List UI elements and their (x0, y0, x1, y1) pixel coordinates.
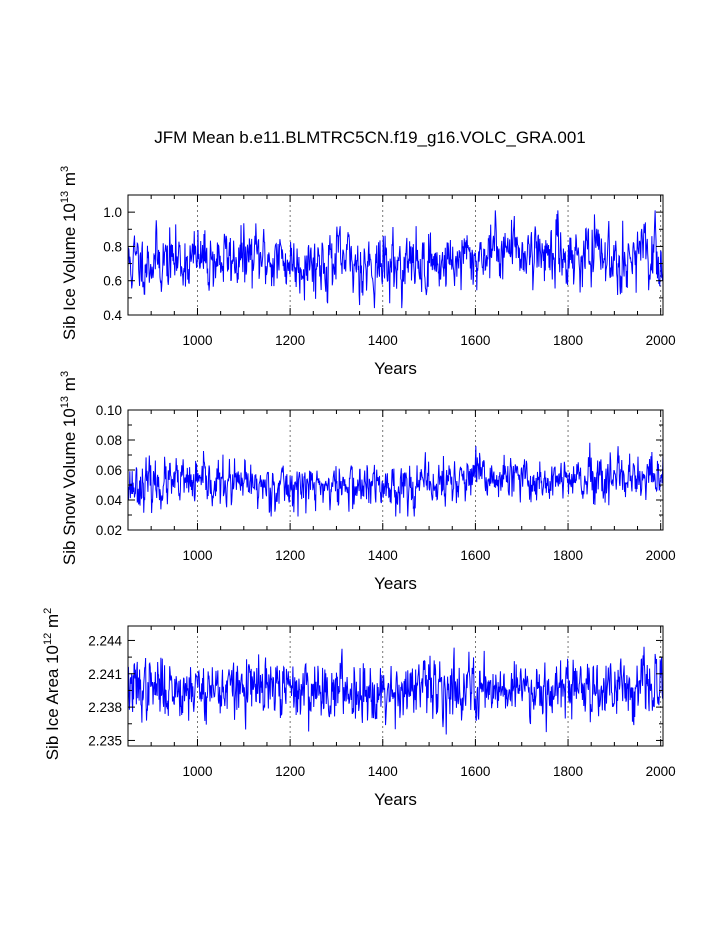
panel-sib-ice-area: 1000 1200 1400 1600 1800 2000 2.235 2.238 2.241… (42, 608, 676, 809)
x-tick-label: 1200 (275, 333, 305, 348)
x-tick-label: 1000 (182, 333, 212, 348)
y-tick-label: 1.0 (103, 205, 122, 220)
x-axis-label: Years (374, 574, 417, 593)
x-tick-label: 1800 (553, 764, 583, 779)
x-tick-label: 1600 (460, 333, 490, 348)
y-tick-label: 0.10 (96, 403, 122, 418)
x-tick-label: 2000 (646, 764, 676, 779)
y-tick-label: 0.08 (96, 433, 122, 448)
x-tick-label: 1000 (182, 764, 212, 779)
y-tick-label: 0.06 (96, 463, 122, 478)
x-tick-label: 1800 (553, 333, 583, 348)
x-tick-label: 1400 (368, 764, 398, 779)
plot-frame (127, 625, 664, 747)
x-tick-label: 1200 (275, 548, 305, 563)
panel-sib-ice-volume: 1000 1200 1400 1600 1800 2000 0.4 0.6 0.8 1.0 Ye… (59, 166, 676, 378)
y-tick-label: 2.244 (88, 633, 122, 648)
y-tick-label: 0.4 (103, 308, 122, 323)
x-tick-label: 2000 (646, 333, 676, 348)
x-axis-label: Years (374, 790, 417, 809)
y-tick-label: 0.6 (103, 274, 122, 289)
x-tick-label: 2000 (646, 548, 676, 563)
series-line-sib-ice-volume (127, 210, 664, 309)
x-tick-label: 1000 (182, 548, 212, 563)
y-axis-label: Sib Ice Volume 1013 m3 (59, 166, 79, 340)
y-tick-label: 0.02 (96, 523, 122, 538)
y-tick-label: 2.235 (88, 733, 122, 748)
y-tick-label: 0.04 (96, 493, 123, 508)
y-tick-label: 0.8 (103, 239, 122, 254)
x-axis-label: Years (374, 359, 417, 378)
series-line-sib-ice-area (127, 646, 664, 735)
x-tick-label: 1600 (460, 548, 490, 563)
y-axis-label: Sib Snow Volume 1013 m3 (59, 371, 79, 565)
panel-sib-snow-volume: 1000 1200 1400 1600 1800 2000 0.02 0.04 0.06 0.0… (59, 371, 676, 593)
chart-title: JFM Mean b.e11.BLMTRC5CN.f19_g16.VOLC_GR… (154, 128, 586, 147)
series-line-sib-snow-volume (127, 442, 664, 517)
y-tick-label: 2.238 (88, 700, 122, 715)
x-tick-label: 1200 (275, 764, 305, 779)
plot-frame (127, 194, 664, 316)
x-tick-label: 1800 (553, 548, 583, 563)
x-tick-label: 1400 (368, 333, 398, 348)
y-tick-label: 2.241 (88, 667, 122, 682)
x-tick-label: 1600 (460, 764, 490, 779)
x-tick-label: 1400 (368, 548, 398, 563)
y-axis-label: Sib Ice Area 1012 m2 (42, 608, 62, 761)
